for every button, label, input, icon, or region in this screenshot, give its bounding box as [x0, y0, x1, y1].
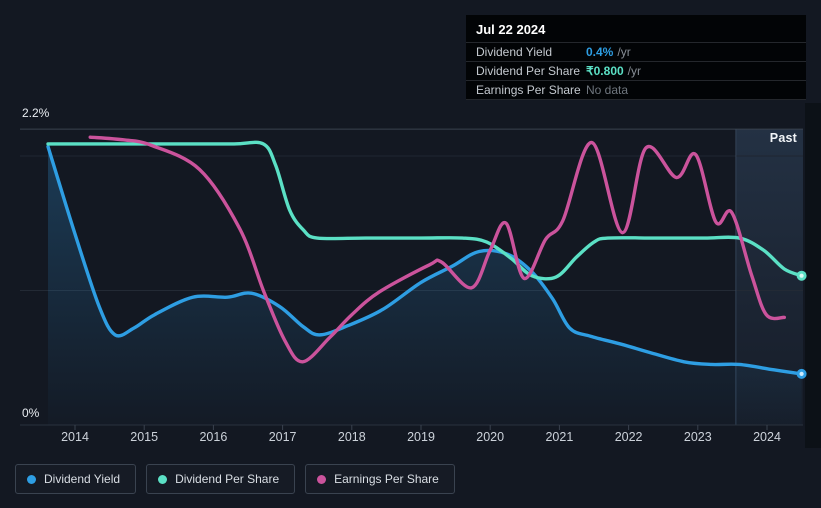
year-label-2016: 2016 [199, 430, 228, 444]
tooltip-value: ₹0.800 [586, 64, 624, 78]
dividend-per-share-legend-dot-icon [158, 474, 168, 484]
tooltip-label: Earnings Per Share [476, 83, 581, 97]
tooltip-value: No data [586, 83, 629, 97]
legend-item-label: Dividend Yield [44, 472, 121, 486]
year-label-2017: 2017 [268, 430, 297, 444]
year-label-2023: 2023 [683, 430, 712, 444]
dividend-yield-area [48, 146, 802, 425]
tooltip-value-unit: /yr [617, 45, 631, 59]
dividend-yield-line [46, 144, 804, 376]
dividend-yield-legend-dot-icon [27, 474, 36, 484]
year-label-2014: 2014 [61, 430, 89, 444]
tooltip-rows: Dividend Yield 0.4%/yr Dividend Per Share ₹… [466, 42, 806, 100]
legend-item-dividend-per-share[interactable]: Dividend Per Share [146, 464, 296, 494]
chart-legend: Dividend Yield Dividend Per Share Earnings… [15, 464, 455, 494]
legend-item-label: Dividend Per Share [175, 472, 280, 486]
tooltip-row-earnings-per-share: Earnings Per Share No data [466, 80, 806, 100]
earnings-per-share-line [88, 135, 786, 364]
tooltip-label: Dividend Per Share [476, 64, 581, 78]
legend-item-label: Earnings Per Share [334, 472, 439, 486]
year-label-2015: 2015 [130, 430, 159, 444]
year-label-2024: 2024 [753, 430, 781, 444]
tooltip-row-dividend-per-share: Dividend Per Share ₹0.800/yr [466, 61, 806, 80]
year-label-2020: 2020 [476, 430, 505, 444]
dividend-yield-endpoint-core [799, 371, 804, 376]
chart-tooltip: Jul 22 2024 Dividend Yield 0.4%/yr Dividen… [466, 15, 806, 100]
dividend-per-share-endpoint-core [799, 273, 804, 278]
y-axis-zero-label: 0% [22, 406, 40, 420]
tooltip-label: Dividend Yield [476, 45, 553, 59]
earnings-per-share-legend-dot-icon [317, 474, 327, 484]
tooltip-date: Jul 22 2024 [476, 22, 546, 37]
legend-item-earnings-per-share[interactable]: Earnings Per Share [305, 464, 455, 494]
year-label-2019: 2019 [407, 430, 435, 444]
year-label-2021: 2021 [545, 430, 574, 444]
year-label-2018: 2018 [337, 430, 366, 444]
tooltip-value: 0.4% [586, 45, 614, 59]
tooltip-row-dividend-yield: Dividend Yield 0.4%/yr [466, 42, 806, 61]
legend-item-dividend-yield[interactable]: Dividend Yield [15, 464, 137, 494]
year-label-2022: 2022 [614, 430, 643, 444]
past-region-label: Past [769, 131, 797, 145]
tooltip-value-unit: /yr [627, 64, 642, 78]
plot-right-margin [805, 103, 821, 448]
y-axis-max-label: 2.2% [22, 106, 50, 120]
dividend-per-share-line [46, 140, 804, 281]
